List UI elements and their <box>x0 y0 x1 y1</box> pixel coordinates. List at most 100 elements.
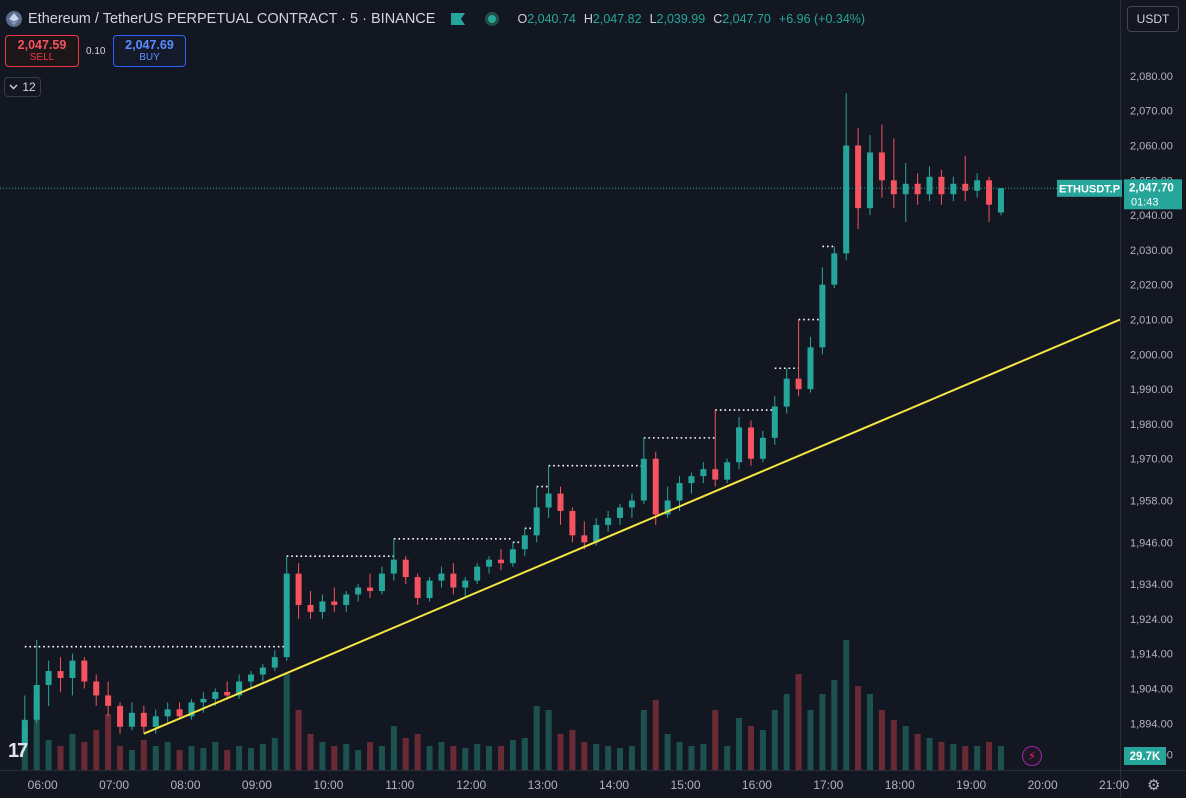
time-tick-label: 20:00 <box>1028 778 1058 792</box>
chevron-down-icon <box>9 84 18 90</box>
ohlc-values: O2,040.74 H2,047.82 L2,039.99 C2,047.70 … <box>517 12 865 26</box>
price-tick-label: 2,030.00 <box>1130 245 1173 257</box>
candle-body <box>367 587 374 592</box>
candle-body <box>855 145 862 209</box>
candle-body <box>509 549 516 564</box>
volume-bar <box>950 744 957 770</box>
high-key: H <box>583 12 593 26</box>
market-open-dot-icon[interactable] <box>485 12 500 26</box>
volume-bar <box>986 742 993 770</box>
candle-body <box>795 378 802 390</box>
volume-bar <box>212 742 219 770</box>
buy-button[interactable]: 2,047.69 BUY <box>113 35 186 67</box>
candle-body <box>771 406 778 438</box>
indicators-toggle[interactable]: 12 <box>4 77 41 97</box>
volume-bar <box>105 714 112 770</box>
candle-body <box>688 476 695 484</box>
volume-bar <box>426 746 433 770</box>
candle-body <box>307 604 314 612</box>
ethereum-logo-icon <box>6 11 22 27</box>
candle-body <box>914 183 921 195</box>
tradingview-logo[interactable]: 17 <box>8 740 28 762</box>
volume-bar <box>140 740 147 770</box>
price-tick-label: 2,080.00 <box>1130 71 1173 83</box>
current-price-label-bg <box>1124 179 1182 210</box>
green-flag-icon[interactable] <box>451 13 466 25</box>
open-value: 2,040.74 <box>527 12 576 26</box>
candle-body <box>93 681 100 696</box>
candle-body <box>867 152 874 209</box>
candle-body <box>938 176 945 195</box>
candle-body <box>712 469 719 480</box>
change-value: +6.96 (+0.34%) <box>778 12 866 26</box>
candle-body <box>426 580 433 598</box>
time-tick-label: 18:00 <box>885 778 915 792</box>
volume-bar <box>759 730 766 770</box>
volume-bar <box>93 730 100 770</box>
volume-bar <box>521 738 528 770</box>
price-tick-label: 1,958.00 <box>1130 496 1173 508</box>
sell-button[interactable]: 2,047.59 SELL <box>5 35 79 67</box>
close-value: 2,047.70 <box>722 12 771 26</box>
candle-body <box>831 253 838 285</box>
volume-bar <box>545 710 552 770</box>
price-axis: 2,080.002,070.002,060.002,050.002,040.00… <box>1130 71 1173 762</box>
candle-body <box>486 559 493 567</box>
sell-price: 2,047.59 <box>17 38 67 52</box>
volume-bar <box>343 744 350 770</box>
volume-bar <box>331 746 338 770</box>
time-tick-label: 06:00 <box>28 778 58 792</box>
candle-body <box>117 705 124 727</box>
volume-bar <box>712 710 719 770</box>
candle-body <box>450 573 457 588</box>
volume-bar <box>747 726 754 770</box>
candle-body <box>128 712 135 727</box>
symbol-price-label: ETHUSDT.P 2,047.70 01:43 <box>1057 179 1182 210</box>
candle-body <box>747 427 754 459</box>
trendline[interactable] <box>143 318 1121 735</box>
lightning-icon[interactable]: ⚡ <box>1022 746 1042 766</box>
candle-body <box>140 712 147 727</box>
candle-body <box>164 709 171 717</box>
volume-bar <box>319 742 326 770</box>
candle-body <box>497 559 504 564</box>
currency-selector[interactable]: USDT <box>1127 6 1179 32</box>
candle-body <box>355 587 362 595</box>
candle-body <box>617 507 624 518</box>
volume-bar <box>355 750 362 770</box>
volume-bar <box>152 746 159 770</box>
price-tick-label: 1,980.00 <box>1130 419 1173 431</box>
symbol-header: Ethereum / TetherUS PERPETUAL CONTRACT ·… <box>6 9 865 29</box>
candle-body <box>926 176 933 195</box>
candle-body <box>783 378 790 407</box>
candle-body <box>343 594 350 605</box>
candle-body <box>200 698 207 703</box>
volume-bar <box>997 746 1004 770</box>
candle-body <box>271 657 278 668</box>
gear-icon[interactable]: ⚙ <box>1147 777 1161 794</box>
spread-value: 0.10 <box>86 46 106 57</box>
time-tick-label: 13:00 <box>528 778 558 792</box>
low-value: 2,039.99 <box>656 12 706 26</box>
candle-body <box>212 691 219 699</box>
volume-bar <box>45 740 52 770</box>
candle-body <box>807 347 814 390</box>
volume-bar <box>378 746 385 770</box>
candle-body <box>581 535 588 543</box>
price-tick-label: 2,000.00 <box>1130 349 1173 361</box>
volume-bar <box>271 738 278 770</box>
candle-body <box>664 500 671 515</box>
candle-body <box>736 427 743 463</box>
candle-body <box>569 510 576 536</box>
countdown-label: 01:43 <box>1131 196 1159 208</box>
candle-body <box>152 716 159 727</box>
price-tick-label: 1,970.00 <box>1130 454 1173 466</box>
volume-bar <box>795 674 802 770</box>
time-tick-label: 14:00 <box>599 778 629 792</box>
symbol-title[interactable]: Ethereum / TetherUS PERPETUAL CONTRACT ·… <box>28 11 436 27</box>
volume-bar <box>831 680 838 770</box>
volume-bar <box>724 746 731 770</box>
time-tick-label: 08:00 <box>171 778 201 792</box>
volume-bar <box>557 734 564 770</box>
